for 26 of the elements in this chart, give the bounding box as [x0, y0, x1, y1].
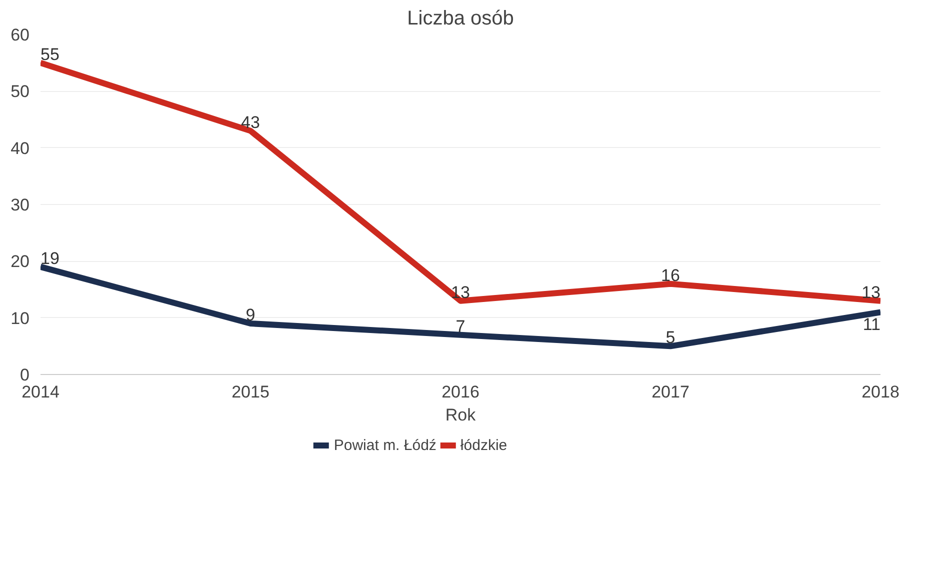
- data-label: 7: [456, 316, 466, 336]
- data-label: 9: [246, 306, 256, 324]
- data-label: 55: [40, 44, 60, 64]
- legend-label: łódzkie: [460, 436, 508, 454]
- y-tick-label: 30: [10, 196, 30, 214]
- y-tick-label: 0: [20, 366, 30, 384]
- data-label: 43: [241, 112, 260, 132]
- legend-label: Powiat m. Łódź: [334, 436, 436, 454]
- data-label: 13: [451, 282, 470, 302]
- x-tick-label: 2015: [232, 382, 270, 402]
- data-label: 16: [661, 266, 680, 285]
- data-label: 5: [666, 328, 676, 348]
- x-tick-label: 2018: [862, 382, 900, 402]
- data-label: 19: [40, 248, 60, 268]
- y-tick-label: 40: [10, 138, 30, 158]
- chart-title: Liczba osób: [407, 8, 514, 30]
- x-tick-label: 2017: [652, 382, 690, 402]
- y-tick-label: 10: [10, 308, 30, 328]
- y-tick-label: 50: [10, 82, 30, 102]
- y-tick-label: 20: [10, 252, 30, 272]
- x-tick-label: 2016: [442, 382, 480, 402]
- x-tick-label: 2014: [22, 382, 60, 402]
- y-tick-label: 60: [10, 26, 30, 44]
- data-label: 11: [862, 315, 881, 334]
- x-axis-title: Rok: [445, 406, 476, 424]
- data-label: 13: [862, 282, 881, 302]
